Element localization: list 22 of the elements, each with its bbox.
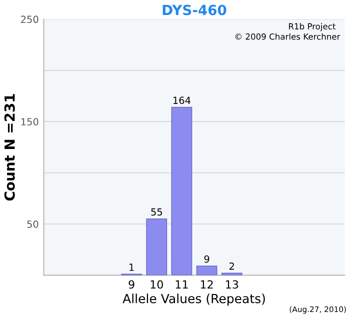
data-label: 164 [174, 96, 190, 104]
chart-title: DYS-460 [162, 4, 226, 16]
annotation: R1b Project [289, 23, 336, 32]
data-label: 1 [130, 264, 134, 271]
y-tick-label: 150 [21, 118, 38, 126]
bar [146, 218, 168, 276]
data-label: 2 [229, 262, 234, 270]
x-tick-label: 11 [176, 280, 188, 289]
y-axis-title: Count N =231 [4, 94, 15, 201]
bar [221, 272, 242, 276]
annotation: © 2009 Charles Kerchner [235, 33, 340, 40]
data-label: 55 [151, 208, 162, 216]
x-tick-label: 12 [200, 280, 213, 289]
data-label: 9 [204, 255, 210, 263]
bar [171, 106, 192, 276]
x-tick-label: 10 [150, 280, 163, 289]
bar [196, 266, 218, 276]
x-axis-title: Allele Values (Repeats) [122, 294, 265, 306]
y-tick-label: 250 [21, 16, 38, 24]
x-tick-label: 9 [128, 280, 134, 289]
y-tick-label: 50 [27, 220, 38, 228]
x-tick-label: 13 [226, 280, 238, 289]
